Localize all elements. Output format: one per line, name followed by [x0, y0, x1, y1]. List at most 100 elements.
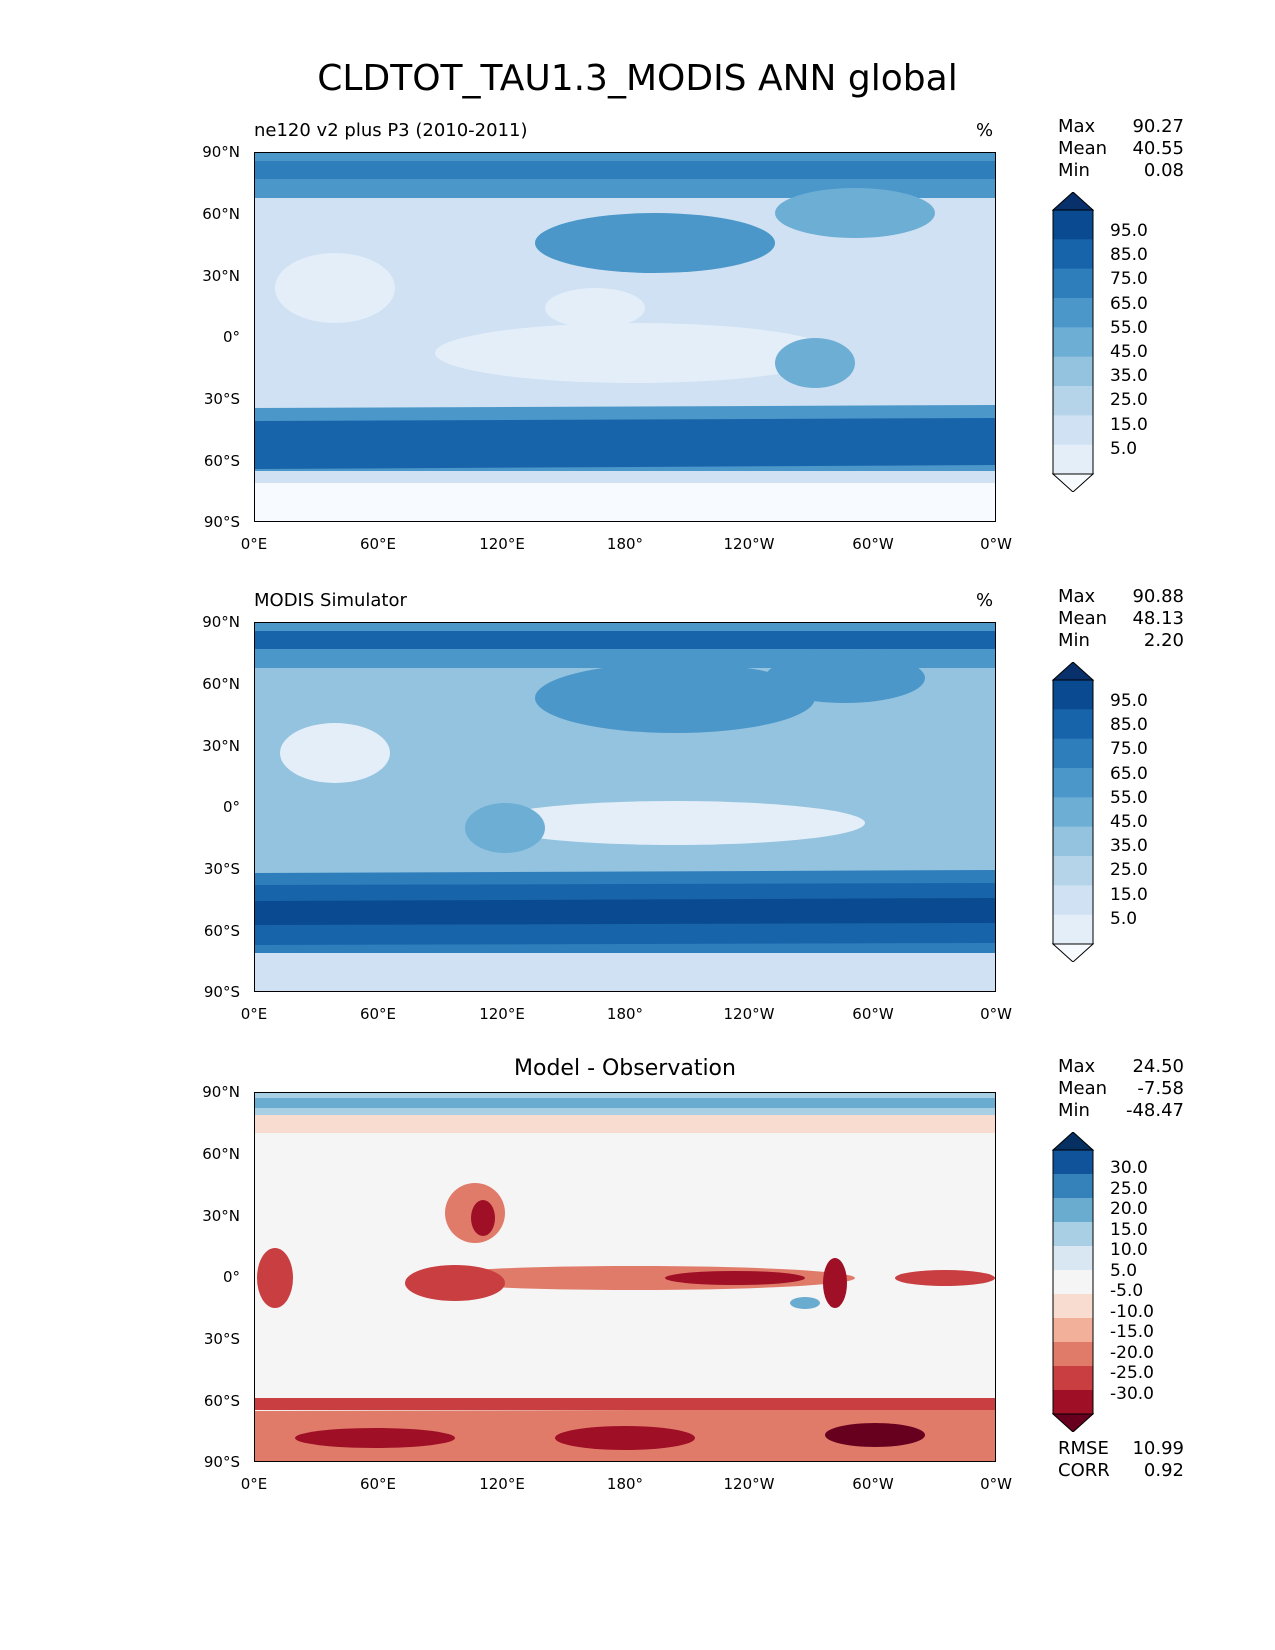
colorbar-label: 20.0	[1110, 1199, 1148, 1219]
colorbar-segment	[1053, 1198, 1093, 1223]
colorbar-segment	[1053, 797, 1093, 827]
lon-tick: 120°W	[719, 535, 779, 553]
stat-label: Mean	[1058, 608, 1107, 629]
colorbar-label: 45.0	[1110, 812, 1148, 832]
lon-tick: 180°	[595, 1005, 655, 1023]
colorbar-segment	[1053, 856, 1093, 886]
colorbar-segment	[1053, 1270, 1093, 1295]
map-observation	[254, 622, 996, 992]
stat-label: Min	[1058, 630, 1090, 651]
colorbar-label: 15.0	[1110, 885, 1148, 905]
lat-tick: 90°N	[190, 1083, 240, 1101]
colorbar-segment	[1053, 739, 1093, 769]
colorbar-label: -25.0	[1110, 1363, 1154, 1383]
lon-tick: 60°E	[348, 1005, 408, 1023]
colorbar-segment	[1053, 1366, 1093, 1391]
lat-tick: 60°N	[190, 1145, 240, 1163]
colorbar-extend-max	[1053, 662, 1093, 680]
lat-tick: 30°S	[190, 1330, 240, 1348]
colorbar-extend-min	[1053, 944, 1093, 962]
colorbar-label: 10.0	[1110, 1240, 1148, 1260]
stat-label: Max	[1058, 1056, 1095, 1077]
colorbar-label: 55.0	[1110, 788, 1148, 808]
lon-tick: 60°E	[348, 1475, 408, 1493]
colorbar-segment	[1053, 827, 1093, 857]
lon-tick: 120°E	[472, 1005, 532, 1023]
colorbar-extend-min	[1053, 474, 1093, 492]
metric-label: RMSE	[1058, 1438, 1109, 1459]
stat-value: -48.47	[1110, 1100, 1184, 1121]
colorbar-extend-min	[1053, 1414, 1093, 1432]
units-label: %	[976, 590, 993, 611]
lon-tick: 60°W	[843, 535, 903, 553]
colorbar-segment	[1053, 1294, 1093, 1319]
colorbar-segment	[1053, 1174, 1093, 1199]
colorbar-label: -15.0	[1110, 1322, 1154, 1342]
colorbar-segment	[1053, 915, 1093, 945]
colorbar-segment	[1053, 1342, 1093, 1367]
lat-tick: 90°S	[190, 1453, 240, 1471]
map-difference	[254, 1092, 996, 1462]
colorbar-segment	[1053, 1222, 1093, 1247]
colorbar-segment	[1053, 1390, 1093, 1415]
colorbar-label: 5.0	[1110, 1261, 1137, 1281]
lat-tick: 90°S	[190, 983, 240, 1001]
lat-tick: 60°N	[190, 675, 240, 693]
lon-tick: 0°W	[966, 1005, 1026, 1023]
panel-title: Model - Observation	[254, 1056, 996, 1081]
stat-value: 2.20	[1110, 630, 1184, 651]
lat-tick: 30°S	[190, 860, 240, 878]
colorbar-label: 95.0	[1110, 691, 1148, 711]
colorbar-label: 15.0	[1110, 1220, 1148, 1240]
panel-observation: MODIS Simulator %	[0, 0, 1275, 460]
lon-tick: 60°W	[843, 1005, 903, 1023]
colorbar-label: -5.0	[1110, 1281, 1143, 1301]
colorbar	[1050, 662, 1096, 962]
panel-title: MODIS Simulator	[254, 590, 407, 611]
colorbar-label: 25.0	[1110, 860, 1148, 880]
colorbar-label: 85.0	[1110, 715, 1148, 735]
lat-tick: 30°N	[190, 737, 240, 755]
colorbar-label: -10.0	[1110, 1302, 1154, 1322]
colorbar-extend-max	[1053, 1132, 1093, 1150]
colorbar	[1050, 1132, 1096, 1432]
lon-tick: 0°W	[966, 1475, 1026, 1493]
colorbar-label: -20.0	[1110, 1343, 1154, 1363]
colorbar-segment	[1053, 768, 1093, 798]
lon-tick: 120°W	[719, 1005, 779, 1023]
lon-tick: 60°E	[348, 535, 408, 553]
colorbar-segment	[1053, 709, 1093, 739]
colorbar-label: 75.0	[1110, 739, 1148, 759]
lat-tick: 90°N	[190, 613, 240, 631]
colorbar-label: -30.0	[1110, 1384, 1154, 1404]
colorbar-label: 65.0	[1110, 764, 1148, 784]
metric-value: 10.99	[1110, 1438, 1184, 1459]
lat-tick: 60°S	[190, 1392, 240, 1410]
lon-tick: 0°W	[966, 535, 1026, 553]
lon-tick: 60°W	[843, 1475, 903, 1493]
metric-label: CORR	[1058, 1460, 1110, 1481]
metric-value: 0.92	[1110, 1460, 1184, 1481]
lon-tick: 0°E	[224, 535, 284, 553]
lon-tick: 180°	[595, 1475, 655, 1493]
lat-tick: 30°N	[190, 1207, 240, 1225]
stat-value: 24.50	[1110, 1056, 1184, 1077]
stat-value: -7.58	[1110, 1078, 1184, 1099]
lon-tick: 120°E	[472, 535, 532, 553]
lat-tick: 0°	[190, 1268, 240, 1286]
colorbar-label: 35.0	[1110, 836, 1148, 856]
lon-tick: 120°E	[472, 1475, 532, 1493]
lon-tick: 120°W	[719, 1475, 779, 1493]
stat-label: Max	[1058, 586, 1095, 607]
stat-value: 48.13	[1110, 608, 1184, 629]
lon-tick: 180°	[595, 535, 655, 553]
lon-tick: 0°E	[224, 1005, 284, 1023]
stat-value: 90.88	[1110, 586, 1184, 607]
stat-label: Mean	[1058, 1078, 1107, 1099]
colorbar-segment	[1053, 680, 1093, 710]
lat-tick: 90°S	[190, 513, 240, 531]
colorbar-segment	[1053, 885, 1093, 915]
stat-label: Min	[1058, 1100, 1090, 1121]
colorbar-segment	[1053, 1246, 1093, 1271]
colorbar-segment	[1053, 1318, 1093, 1343]
